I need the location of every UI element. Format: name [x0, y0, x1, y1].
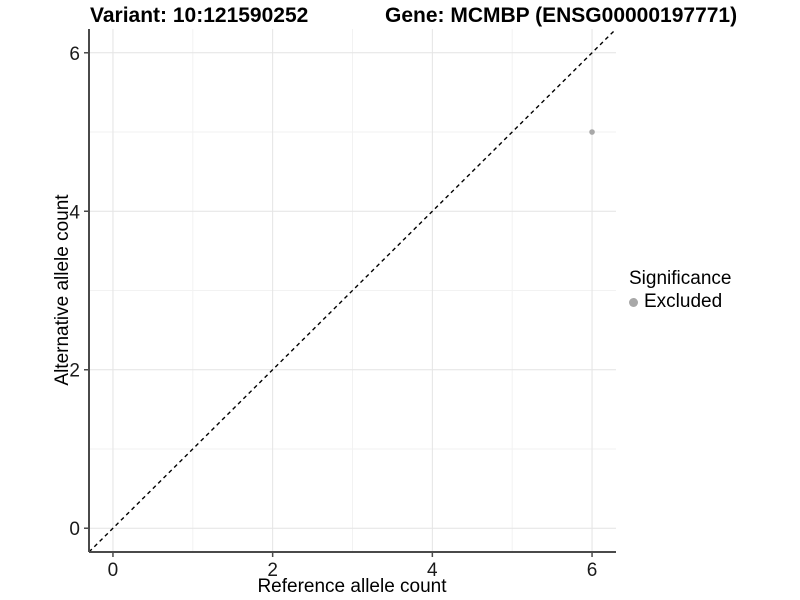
legend-item-label: Excluded: [644, 291, 723, 312]
y-tick-label: 4: [69, 202, 80, 223]
y-tick-label: 2: [69, 361, 80, 382]
gene-title: Gene: MCMBP (ENSG00000197771): [385, 4, 738, 27]
data-point: [589, 129, 595, 135]
identity-reference-line: [88, 28, 617, 553]
x-tick-label: 4: [427, 560, 438, 581]
legend-point-icon: [629, 297, 638, 307]
x-tick-label: 6: [587, 560, 598, 581]
x-tick-label: 2: [267, 560, 278, 581]
y-tick-label: 6: [69, 44, 80, 65]
legend: Significance Excluded: [629, 268, 731, 313]
x-tick-label: 0: [108, 560, 119, 581]
legend-title: Significance: [629, 268, 732, 289]
x-axis-title: Reference allele count: [257, 576, 447, 597]
variant-title: Variant: 10:121590252: [90, 4, 309, 27]
legend-item-excluded: Excluded: [629, 291, 731, 313]
y-axis-title: Alternative allele count: [52, 194, 73, 386]
y-tick-label: 0: [69, 519, 80, 540]
